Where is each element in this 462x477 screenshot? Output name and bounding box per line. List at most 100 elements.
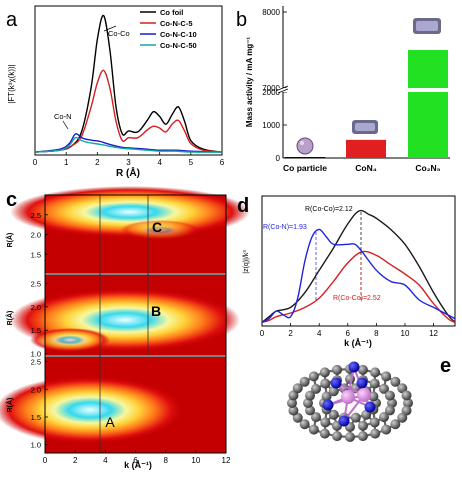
panel-b-bars: Co particle CoN₄ Co₂N₅ <box>283 50 448 173</box>
y-tick-label: 2.0 <box>31 231 41 240</box>
panel-a-ylabel: |FT(k³χ(k))| <box>7 64 16 103</box>
carbon-atom <box>321 391 332 402</box>
heatmap-middle <box>10 275 240 355</box>
co-particle-illustration <box>296 137 314 155</box>
x-tick-label: 10 <box>191 456 200 465</box>
carbon-atom <box>384 405 395 416</box>
y-tick-label: 2.0 <box>31 303 41 312</box>
x-tick-label: 10 <box>401 329 410 338</box>
series-line-co-n-c-50 <box>34 136 223 153</box>
axis-break-mark-1 <box>277 85 289 91</box>
series-line-co-n-c-10 <box>34 133 223 153</box>
panel-d-xlabel: k (Å⁻¹) <box>344 338 372 348</box>
x-tick-label: 0 <box>43 456 48 465</box>
region-label-c: C <box>152 219 162 235</box>
carbon-atom <box>292 412 303 423</box>
carbon-atom <box>350 412 361 423</box>
legend-label-co-foil: Co foil <box>160 8 183 17</box>
carbon-atom <box>378 383 389 394</box>
nitrogen-atom <box>330 377 342 389</box>
carbon-atom <box>345 432 355 442</box>
x-tick-label: 6 <box>220 158 225 167</box>
panel-d-letter: d <box>237 195 249 217</box>
carbon-atom <box>308 371 319 382</box>
axis-break-mark-2 <box>277 88 289 94</box>
panel-b-letter: b <box>236 9 247 31</box>
y-tick-label: 2.5 <box>31 279 41 288</box>
panel-d-ylabel: |z(q)|/k³ <box>243 250 250 274</box>
carbon-atom <box>401 390 412 401</box>
carbon-atom <box>381 424 392 435</box>
carbon-atom <box>320 417 331 428</box>
x-tick-label: 5 <box>189 158 194 167</box>
panel-c-xlabel: k (Å⁻¹) <box>124 460 152 470</box>
panel-a-xlabel: R (Å) <box>116 166 140 179</box>
panel-a-annot-coco-arrow <box>103 25 117 32</box>
series-line-co-n-c-5 <box>34 69 223 153</box>
panel-e: e <box>287 355 451 442</box>
cobalt-atom <box>341 390 355 404</box>
panel-d-lines <box>261 209 456 323</box>
x-tick-label: 12 <box>222 456 231 465</box>
panel-d: d 0 2 4 6 8 10 12 |z(q)|/k³ k (Å⁻¹) R(Co-Co)=2… <box>237 195 456 348</box>
panel-c-ylabel-mid: R(Å) <box>5 311 14 326</box>
nitrogen-atom <box>364 401 376 413</box>
carbon-atom <box>384 390 395 401</box>
con4-structure-illustration <box>352 120 378 134</box>
panel-e-letter: e <box>440 355 451 377</box>
panel-a-annot-con-arrow <box>62 120 69 130</box>
annot-rcoco-212: R(Co-Co)=2.12 <box>305 206 353 213</box>
y-tick-label: 1.5 <box>31 250 41 259</box>
bar-2 <box>346 139 386 158</box>
carbon-atom <box>319 367 330 378</box>
x-tick-label: 8 <box>374 329 379 338</box>
nitrogen-atom <box>356 377 368 389</box>
y-tick-label: 2.0 <box>31 385 41 394</box>
heatmap-bottom <box>0 357 226 453</box>
nitrogen-atom <box>322 399 334 411</box>
y-tick-label: 1.5 <box>31 413 41 422</box>
x-tick-label: 12 <box>429 329 438 338</box>
y-tick-label: 1.0 <box>31 441 41 450</box>
x-tick-label: 8 <box>163 456 168 465</box>
x-tick-label: 0 <box>260 329 265 338</box>
series-line-1 <box>261 209 456 323</box>
x-tick-label: 1 <box>64 158 69 167</box>
panel-a-lines <box>34 14 223 153</box>
carbon-atom <box>292 383 303 394</box>
carbon-atom <box>287 398 297 408</box>
panel-d-frame <box>261 195 456 327</box>
y-tick-label: 7000 <box>262 84 280 93</box>
carbon-atom <box>320 378 331 389</box>
category-label: Co₂N₅ <box>415 163 440 173</box>
carbon-atom <box>305 390 316 401</box>
carbon-atom <box>328 386 339 397</box>
panel-a-letter: a <box>6 9 18 31</box>
carbon-atom <box>357 431 368 442</box>
y-tick-label: 1000 <box>262 121 280 130</box>
x-tick-label: 2 <box>73 456 78 465</box>
panel-a-legend: Co foil Co-N-C-5 Co-N-C-10 Co-N-C-50 <box>140 8 197 50</box>
y-tick-label: 2000 <box>262 88 280 97</box>
carbon-atom <box>299 376 310 387</box>
nitrogen-atom <box>348 361 360 373</box>
carbon-atom <box>357 420 368 431</box>
panel-c-ylabel-bot: R(Å) <box>5 398 14 413</box>
y-tick-label: 2.5 <box>31 358 41 367</box>
carbon-atom <box>308 424 319 435</box>
carbon-atom <box>397 383 408 394</box>
x-tick-label: 3 <box>126 158 131 167</box>
carbon-atom <box>332 431 343 442</box>
panel-c: c C B A 1.52.02.51.01.52.02.51.01.52.02.… <box>0 186 250 470</box>
panel-a-annot-con: Co-N <box>54 112 72 121</box>
carbon-atom <box>401 405 412 416</box>
x-tick-label: 2 <box>95 158 100 167</box>
nitrogen-atom <box>338 415 350 427</box>
panel-a-annot-coco: Co-Co <box>108 29 130 38</box>
category-label: CoN₄ <box>355 163 377 173</box>
y-tick-label: 0 <box>276 154 281 163</box>
x-tick-label: 0 <box>33 158 38 167</box>
x-tick-label: 4 <box>103 456 108 465</box>
